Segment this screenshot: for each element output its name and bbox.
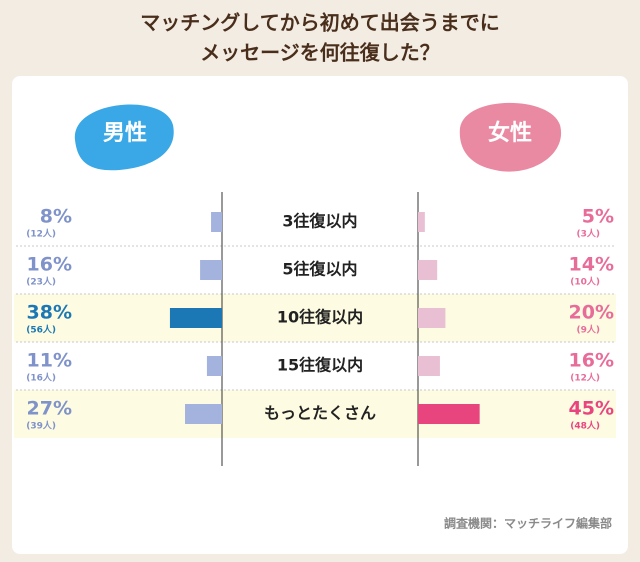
category-label: 3往復以内: [282, 212, 357, 231]
category-label: 15往復以内: [277, 356, 363, 375]
count-label: (12人): [26, 228, 56, 240]
count-label: (23人): [26, 276, 56, 288]
bar: [200, 260, 222, 280]
value-label: 14%: [569, 254, 614, 276]
badge: [459, 102, 562, 172]
value-label: 16%: [27, 254, 72, 276]
category-label: 5往復以内: [282, 260, 357, 279]
count-label: (12人): [570, 372, 600, 384]
count-label: (10人): [570, 276, 600, 288]
bar: [206, 356, 222, 376]
bar: [211, 212, 222, 232]
bar: [418, 308, 446, 328]
row-highlight: [14, 390, 616, 438]
category-label: もっとたくさん: [264, 404, 376, 423]
value-label: 45%: [569, 398, 614, 420]
count-label: (56人): [26, 324, 56, 336]
value-label: 16%: [569, 350, 614, 372]
bar: [169, 308, 222, 328]
bar: [418, 404, 480, 424]
count-label: (39人): [26, 420, 56, 432]
value-label: 20%: [569, 302, 614, 324]
bar: [418, 260, 438, 280]
row-highlight: [14, 294, 616, 342]
legend-label: 男性: [103, 121, 147, 146]
source: 調査機関：マッチライフ編集部: [444, 516, 612, 531]
legend-label: 女性: [488, 120, 532, 146]
count-label: (16人): [26, 372, 56, 384]
chart-title: メッセージを何往復した？: [200, 41, 440, 65]
count-label: (48人): [570, 420, 600, 432]
value-label: 27%: [27, 398, 72, 420]
value-label: 8%: [40, 206, 72, 228]
count-label: (3人): [577, 228, 601, 240]
bar: [418, 212, 425, 232]
chart-title: マッチングしてから初めて出会うまでに: [140, 11, 499, 35]
category-label: 10往復以内: [277, 308, 363, 327]
bar: [418, 356, 440, 376]
bar: [185, 404, 222, 424]
value-label: 5%: [582, 206, 614, 228]
value-label: 38%: [27, 302, 72, 324]
value-label: 11%: [27, 350, 72, 372]
badge: [74, 104, 174, 171]
count-label: (9人): [577, 324, 601, 336]
